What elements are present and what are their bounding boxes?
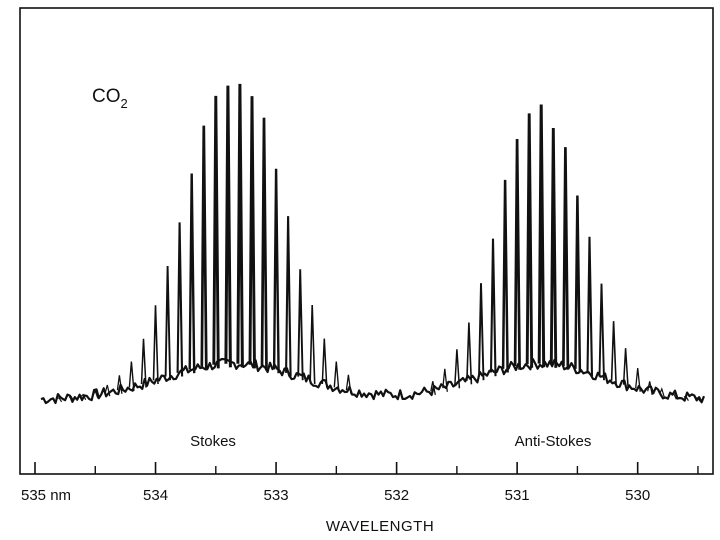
spectral-line [430,381,436,396]
x-axis-title: WAVELENGTH [326,518,434,535]
spectral-line [260,117,268,371]
spectral-line [104,384,111,397]
molecule-label: CO2 [92,86,128,111]
spectral-line [236,83,244,368]
x-axis-ticks: 535 nm 534 533 532 531 530 [21,462,699,504]
spectral-line [586,236,594,377]
spectral-line [92,389,99,399]
spectral-line [454,349,461,389]
x-tick-label: 533 [264,487,289,504]
x-tick-label: 532 [384,487,409,504]
spectral-line [562,147,570,370]
spectral-line [513,138,521,370]
molecule-subscript: 2 [121,96,128,111]
spectral-line [248,96,256,369]
spectral-line [272,168,280,374]
spectral-line [647,381,653,396]
spectral-line [188,173,196,374]
baseline-trace [40,357,706,405]
spectral-line [68,395,75,402]
spectral-line [695,397,701,403]
spectral-line [224,85,232,368]
spectral-line [152,305,159,385]
x-tick-label: 534 [143,487,168,504]
spectral-line [176,222,184,377]
spectral-line [683,395,689,401]
spectral-line [212,95,220,369]
spectral-line [333,361,340,391]
spectral-line [598,283,605,381]
x-tick-label: 530 [625,487,650,504]
spectral-line [57,397,63,403]
band-label-anti-stokes: Anti-Stokes [515,433,592,450]
molecule-base: CO [92,86,121,107]
spectral-line [574,195,582,373]
plot-frame [19,7,714,475]
spectral-line [622,348,629,389]
x-tick-label: 531 [505,487,530,504]
spectral-lines-layer [57,83,701,403]
band-label-stokes: Stokes [190,433,236,450]
spectral-line [80,393,87,401]
spectral-line [671,392,677,400]
baseline-layer [40,357,706,405]
spectral-line [659,387,665,398]
spectral-line [297,269,304,381]
spectral-line [116,375,123,394]
spectral-line [525,113,534,368]
spectral-line [345,374,352,394]
spectral-line [478,283,485,381]
spectral-line [321,338,328,388]
spectral-line [309,304,316,385]
spectral-line [128,361,135,391]
spectral-line [466,322,473,385]
spectral-line [501,179,509,373]
spectral-line [537,104,546,368]
spectral-line [610,321,617,385]
spectral-line [549,127,558,368]
spectral-line [140,338,147,388]
spectral-line [489,238,497,377]
spectral-line [285,216,292,377]
spectral-line [200,125,208,371]
spectral-line [442,368,448,392]
spectral-line [635,368,641,392]
spectral-line [164,265,172,381]
band-stokes [57,83,352,403]
band-anti-stokes [430,104,701,403]
x-tick-label: 535 nm [21,487,71,504]
